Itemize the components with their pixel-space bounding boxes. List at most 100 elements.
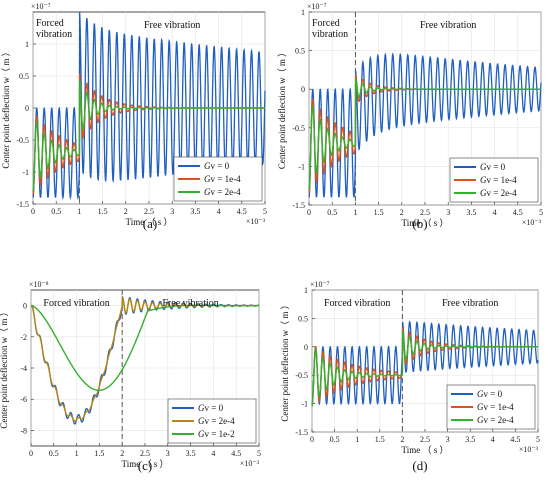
x-multiplier: ×10⁻³ <box>519 445 539 454</box>
chart-panel: 0 0.5 1 1.5 2 2.5 3 3.5 4 4.5 5-1.5-1-0.500.51×10⁻… <box>280 280 540 473</box>
x-tick-label: 5 <box>263 207 267 216</box>
x-tick-label: 2 <box>124 207 128 216</box>
chart-panel: 0 0.5 1 1.5 2 2.5 3 3.5 4 4.5 5-1.5-1-0.500.51×10⁻… <box>277 2 543 231</box>
legend-entry: Gv = 1e-4 <box>204 174 241 184</box>
forced-vibration-label: vibration <box>312 29 348 40</box>
x-tick-label: 0.5 <box>51 207 61 216</box>
series-line <box>308 78 541 190</box>
x-tick-label: 1 <box>353 208 357 217</box>
x-tick-label: 5 <box>257 449 261 458</box>
y-axis-label: Center point deflection w（ m ） <box>1 47 11 168</box>
x-tick-label: 0.5 <box>49 449 59 458</box>
panel-label: (a) <box>143 216 157 231</box>
x-tick-label: 3 <box>446 208 450 217</box>
x-multiplier: ×10⁻³ <box>246 217 266 226</box>
legend-entry: Gv = 0 <box>198 403 224 413</box>
y-tick-label: -1.5 <box>292 201 305 210</box>
y-axis-label: Center point deflection w（ m ） <box>0 307 9 428</box>
forced-vibration-label: Forced <box>36 18 64 29</box>
free-vibration-label: Free vibration <box>162 298 218 309</box>
y-multiplier: ×10⁻⁷ <box>310 280 330 289</box>
forced-vibration-label: Forced vibration <box>43 298 109 309</box>
forced-vibration-label: Forced vibration <box>324 298 390 309</box>
x-tick-label: 4 <box>491 435 495 444</box>
x-tick-label: 0 <box>31 207 35 216</box>
x-tick-label: 4.5 <box>513 208 523 217</box>
y-tick-label: -0.5 <box>16 136 29 145</box>
x-tick-label: 4 <box>493 208 497 217</box>
legend-entry: Gv = 0 <box>204 161 230 171</box>
x-tick-label: 3 <box>170 207 174 216</box>
y-tick-label: -0.5 <box>295 371 308 380</box>
y-tick-label: -1.5 <box>16 200 29 209</box>
series-line <box>32 12 266 201</box>
forced-vibration-label: vibration <box>36 29 72 40</box>
x-tick-label: 0.5 <box>330 435 340 444</box>
x-tick-label: 0.5 <box>327 208 337 217</box>
x-tick-label: 1.5 <box>375 435 385 444</box>
panel-label: (d) <box>412 458 427 473</box>
y-tick-label: 0.5 <box>295 47 305 56</box>
x-axis-label: Time （ s ） <box>402 218 449 228</box>
series-line <box>308 52 542 198</box>
x-tick-label: 4.5 <box>510 435 520 444</box>
y-tick-label: -6 <box>20 395 27 404</box>
legend: Gv = 0 Gv = 2e-4 Gv = 1e-2 <box>167 398 257 444</box>
free-vibration-label: Free vibration <box>442 298 498 309</box>
y-tick-label: 0 <box>25 104 29 113</box>
x-tick-label: 3 <box>446 435 450 444</box>
x-tick-label: 1.5 <box>94 449 104 458</box>
y-multiplier: ×10⁻⁸ <box>29 280 49 289</box>
x-tick-label: 3.5 <box>466 208 476 217</box>
y-tick-label: -1 <box>298 162 305 171</box>
legend-entry: Gv = 2e-4 <box>204 187 241 197</box>
x-axis-label: Time （ s ） <box>122 459 169 469</box>
x-tick-label: 0 <box>307 208 311 217</box>
x-tick-label: 1 <box>77 207 81 216</box>
y-tick-label: -8 <box>20 426 27 435</box>
y-axis-label: Center point deflection w（ m ） <box>277 48 287 169</box>
x-tick-label: 2.5 <box>140 449 150 458</box>
series-line <box>30 304 259 391</box>
y-tick-label: 1 <box>304 286 308 295</box>
panel-label: (c) <box>138 458 152 473</box>
x-tick-label: 2.5 <box>144 207 154 216</box>
x-tick-label: 0 <box>29 449 33 458</box>
y-tick-label: 1 <box>301 8 305 17</box>
x-tick-label: 3.5 <box>465 435 475 444</box>
free-vibration-label: Free vibration <box>144 20 200 31</box>
y-tick-label: 0 <box>304 343 308 352</box>
y-multiplier: ×10⁻⁷ <box>31 2 51 11</box>
x-tick-label: 4 <box>211 449 215 458</box>
x-tick-label: 1.5 <box>98 207 108 216</box>
y-tick-label: -1 <box>301 400 308 409</box>
x-tick-label: 2.5 <box>420 208 430 217</box>
x-tick-label: 2 <box>120 449 124 458</box>
legend-entry: Gv = 1e-4 <box>480 175 517 185</box>
legend-entry: Gv = 1e-4 <box>477 402 514 412</box>
panel-label: (b) <box>412 216 427 231</box>
x-tick-label: 2 <box>400 435 404 444</box>
legend: Gv = 0 Gv = 1e-4 Gv = 2e-4 <box>173 156 263 202</box>
x-tick-label: 3.5 <box>186 449 196 458</box>
x-tick-label: 2 <box>400 208 404 217</box>
x-axis-label: Time （ s ） <box>126 217 173 227</box>
y-tick-label: 0 <box>23 302 27 311</box>
series-line <box>32 80 265 192</box>
x-tick-label: 4.5 <box>231 449 241 458</box>
x-tick-label: 3.5 <box>190 207 200 216</box>
legend-entry: Gv = 2e-4 <box>477 415 514 425</box>
chart-panel: 0 0.5 1 1.5 2 2.5 3 3.5 4 4.5 5-1.5-1-0.500.51×10⁻… <box>1 2 267 231</box>
x-multiplier: ×10⁻³ <box>522 218 542 227</box>
x-tick-label: 4.5 <box>237 207 247 216</box>
legend-entry: Gv = 2e-4 <box>480 188 517 198</box>
y-tick-label: 0.5 <box>19 72 29 81</box>
y-tick-label: -1.5 <box>295 428 308 437</box>
y-tick-label: 0.5 <box>298 314 308 323</box>
x-tick-label: 0 <box>310 435 314 444</box>
x-multiplier: ×10⁻³ <box>240 459 260 468</box>
x-tick-label: 2.5 <box>420 435 430 444</box>
free-vibration-label: Free vibration <box>420 20 476 31</box>
legend-entry: Gv = 0 <box>480 162 506 172</box>
y-tick-label: -1 <box>22 168 29 177</box>
